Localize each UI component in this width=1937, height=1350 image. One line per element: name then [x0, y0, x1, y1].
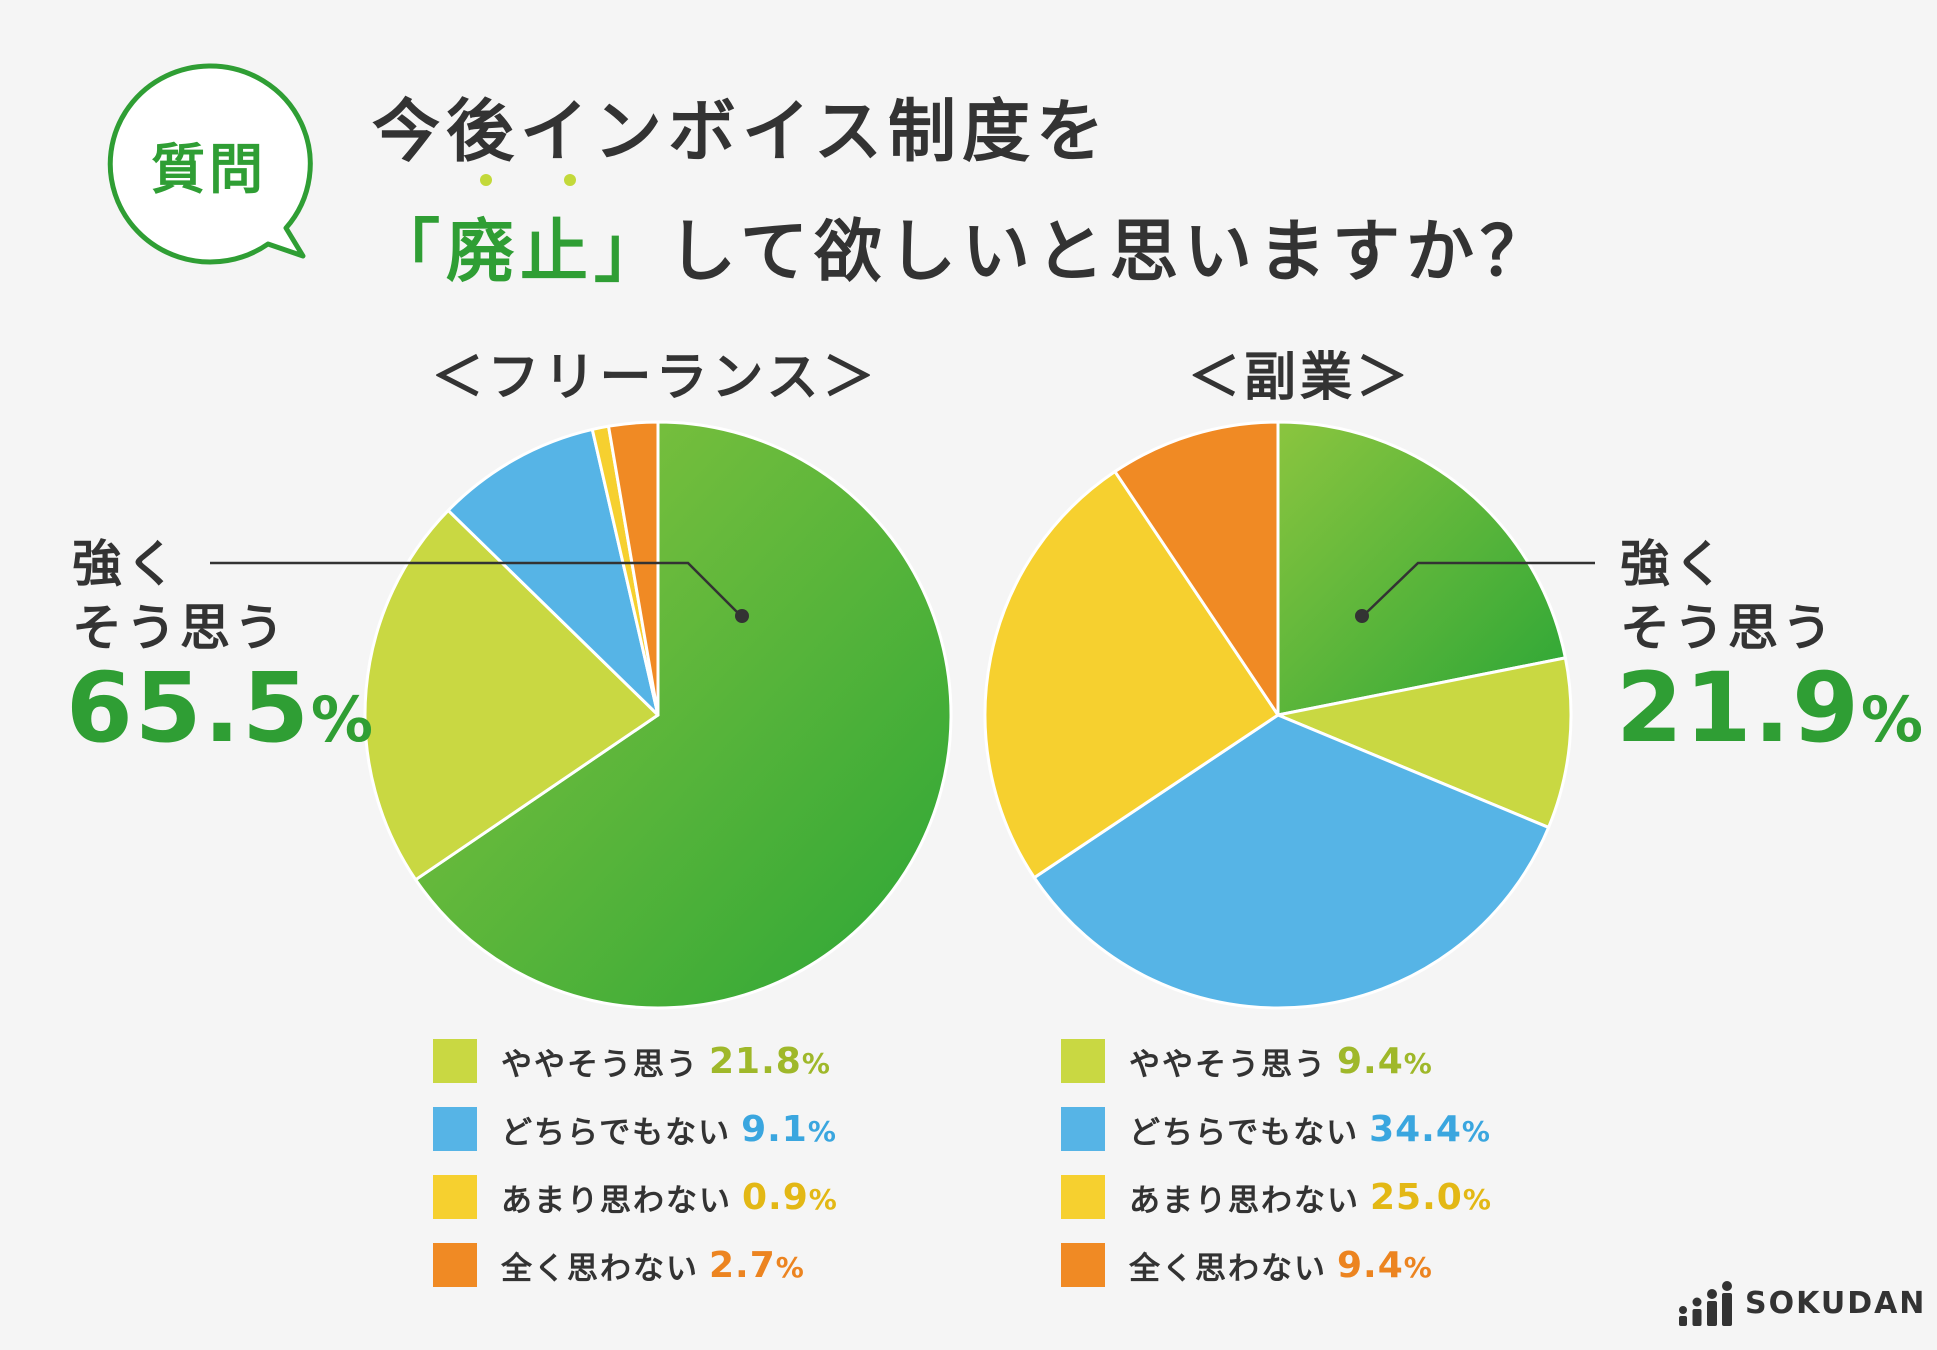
legend-label: どちらでもない: [501, 1114, 732, 1151]
slice-neutral: [446, 427, 660, 717]
callout-line-1: 強く: [72, 535, 180, 593]
slice-strongly-agree: [1276, 420, 1567, 717]
legend-item: あまり思わない 25.0%: [1061, 1174, 1492, 1220]
legend-value: 21.8%: [709, 1040, 831, 1082]
legend-item: 全く思わない 2.7%: [433, 1242, 805, 1288]
slice-strongly-agree: [414, 420, 953, 1010]
legend-label: 全く思わない: [501, 1250, 699, 1287]
legend-swatch: [1061, 1243, 1105, 1287]
emphasis-dot-icon: [564, 174, 577, 186]
brand-name: SOKUDAN: [1745, 1285, 1927, 1321]
pie-side-job: [983, 420, 1573, 1010]
callout-leader-side-job: [1355, 561, 1595, 623]
question-badge-label: 質問: [151, 137, 267, 201]
legend-value: 0.9%: [742, 1176, 838, 1218]
legend-label: ややそう思う: [1129, 1046, 1327, 1083]
emphasis-dot-icon: [480, 174, 493, 186]
slice-neutral: [1032, 713, 1551, 1010]
legend-value: 9.4%: [1337, 1244, 1433, 1286]
legend-item: どちらでもない 9.1%: [433, 1106, 837, 1152]
legend-swatch: [1061, 1175, 1105, 1219]
slice-strongly-disagree: [607, 420, 660, 717]
callout-number: 65.5: [66, 652, 311, 764]
legend-value: 2.7%: [709, 1244, 805, 1286]
page-title-line-2: 「廃止」して欲しいと思いますか？: [372, 174, 1555, 295]
legend-value: 9.1%: [741, 1108, 837, 1150]
legend-swatch: [1061, 1107, 1105, 1151]
callout-number: 21.9: [1616, 652, 1861, 764]
legend-label: あまり思わない: [501, 1182, 732, 1219]
page-title-line-1: 今後インボイス制度を: [372, 93, 1110, 172]
legend-label: あまり思わない: [1129, 1182, 1360, 1219]
sokudan-logo-icon: [1679, 1281, 1732, 1326]
legend-item: 全く思わない 9.4%: [1061, 1242, 1433, 1288]
speech-bubble-icon: [107, 63, 313, 265]
slice-somewhat-agree: [363, 508, 660, 882]
question-badge: 質問: [98, 60, 320, 268]
legend-label: ややそう思う: [501, 1046, 699, 1083]
callout-label-freelance: 強く そう思う: [72, 532, 288, 660]
legend-item: ややそう思う 21.8%: [433, 1038, 831, 1084]
callout-unit: %: [310, 683, 375, 756]
legend-swatch: [1061, 1039, 1105, 1083]
legend-item: あまり思わない 0.9%: [433, 1174, 838, 1220]
title-emphasis-text: 廃止: [446, 213, 595, 292]
callout-unit: %: [1860, 683, 1925, 756]
callout-leader-freelance: [210, 561, 749, 623]
chart-title-freelance: ＜フリーランス＞: [431, 348, 879, 408]
legend-label: どちらでもない: [1129, 1114, 1360, 1151]
legend-value: 9.4%: [1337, 1040, 1433, 1082]
callout-line-2: そう思う: [1620, 599, 1836, 657]
legend-swatch: [433, 1039, 477, 1083]
callout-value-freelance: 65.5%: [66, 652, 375, 764]
legend-swatch: [433, 1243, 477, 1287]
chart-title-side-job: ＜副業＞: [1187, 348, 1412, 408]
slice-somewhat-disagree: [983, 470, 1280, 880]
brand-logo: SOKUDAN: [1677, 1280, 1926, 1326]
title-bracket-open: 「: [372, 213, 447, 292]
legend-value: 25.0%: [1370, 1176, 1492, 1218]
legend-label: 全く思わない: [1129, 1250, 1327, 1287]
callout-line-2: そう思う: [72, 599, 288, 657]
pie-freelance: [363, 420, 953, 1010]
callout-line-1: 強く: [1620, 535, 1728, 593]
callout-value-side-job: 21.9%: [1616, 652, 1925, 764]
slice-strongly-disagree: [1113, 420, 1280, 717]
title-rest: して欲しいと思いますか？: [668, 213, 1555, 292]
title-emphasis: 廃止: [446, 174, 595, 295]
title-bracket-close: 」: [594, 213, 669, 292]
legend-swatch: [433, 1175, 477, 1219]
legend-value: 34.4%: [1369, 1108, 1491, 1150]
slice-somewhat-agree: [1276, 656, 1573, 829]
legend-item: ややそう思う 9.4%: [1061, 1038, 1433, 1084]
legend-swatch: [433, 1107, 477, 1151]
callout-label-side-job: 強く そう思う: [1620, 532, 1836, 660]
legend-item: どちらでもない 34.4%: [1061, 1106, 1491, 1152]
